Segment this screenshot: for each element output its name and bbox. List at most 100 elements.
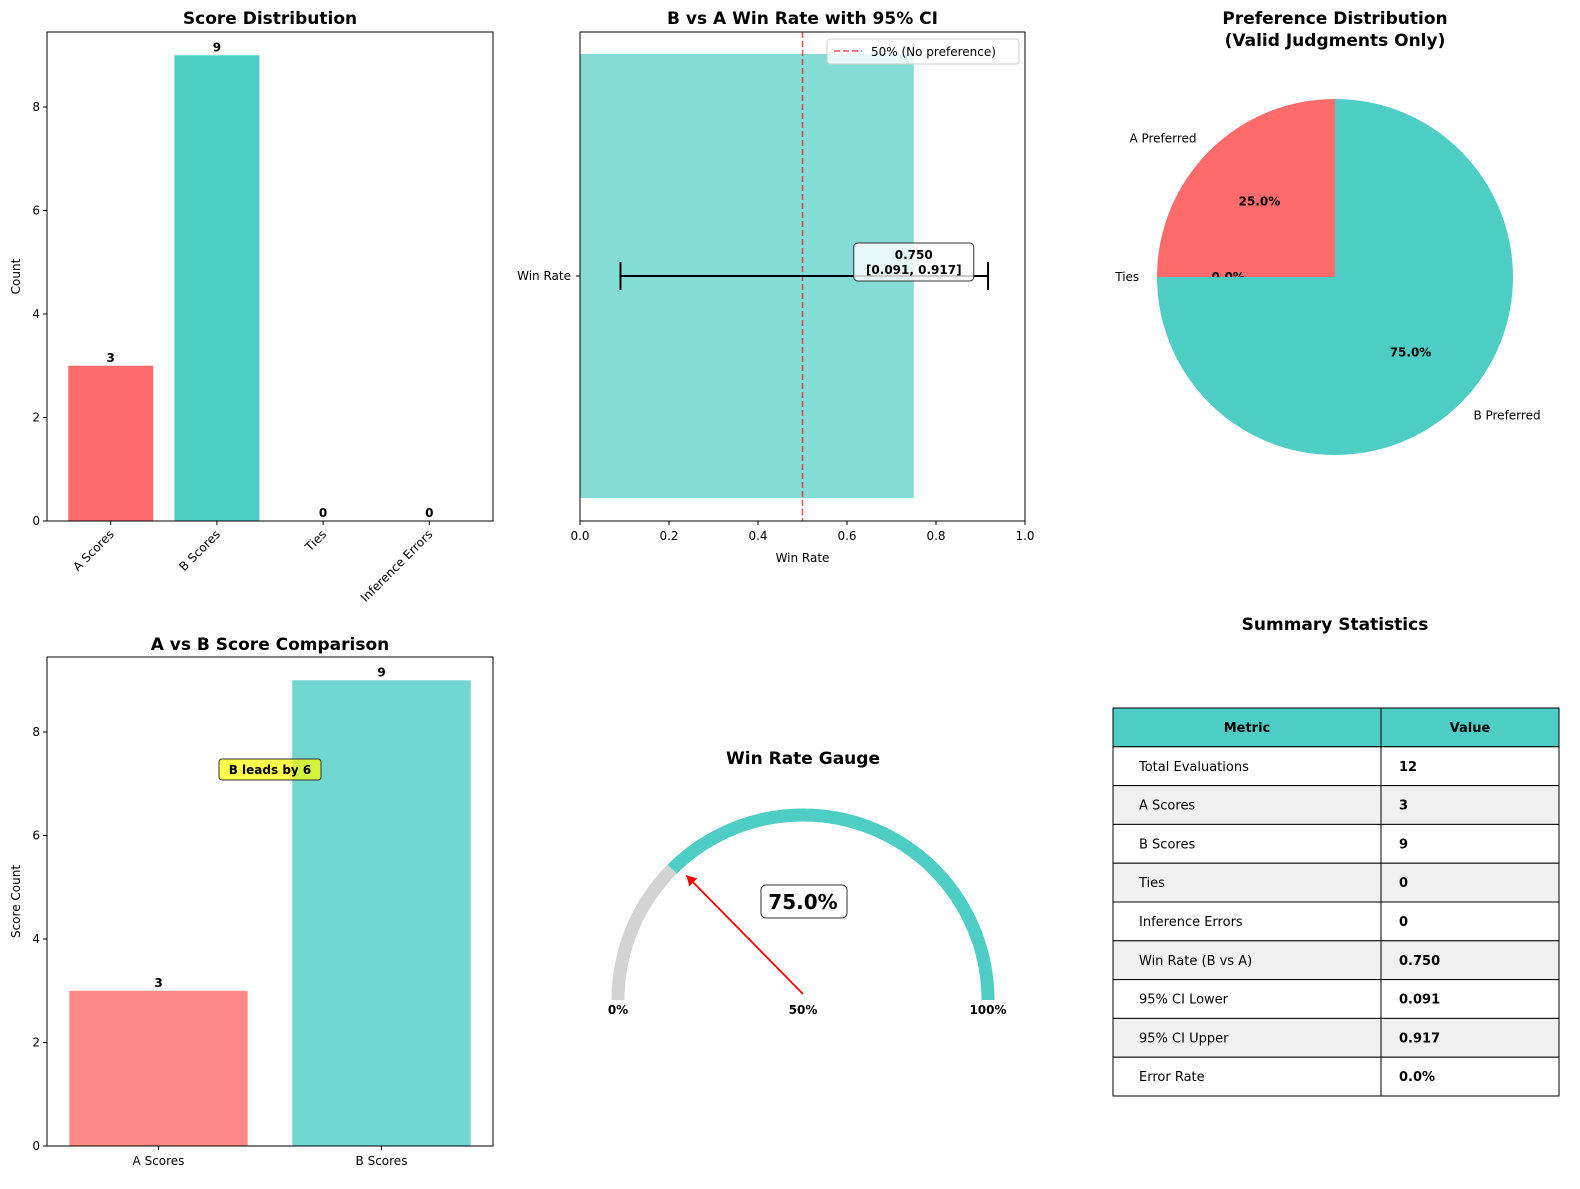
y-tick-label: 4 [32,932,40,946]
table-row-value: 3 [1399,799,1408,814]
y-tick-label: 6 [32,204,40,218]
bar-value-label: 0 [319,506,327,520]
table-row-metric-label: Inference Errors [1139,915,1243,930]
difference-annotation: B leads by 6 [229,763,312,777]
y-tick-label: 0 [32,1139,40,1153]
gauge-tick-label: 0% [608,1003,628,1017]
table-row-value: 0.091 [1399,993,1440,1008]
chart-subtitle: (Valid Judgments Only) [1225,31,1446,51]
table-row-value: 0.750 [1399,954,1440,969]
chart-title: B vs A Win Rate with 95% CI [667,9,938,29]
table-row-value: 0 [1399,915,1408,930]
table-cell-metric [1112,940,1382,981]
table-cell-metric [1112,785,1382,825]
table-row-value: 12 [1399,760,1417,775]
table-cell-value [1380,940,1560,981]
pie-label: Ties [1114,270,1139,284]
gauge-value-box [760,884,848,919]
table-row-value: 0.917 [1399,1031,1440,1046]
table-cell-metric [1112,901,1382,942]
bar-value-label: 3 [154,976,162,990]
axes-frame [579,31,1026,522]
x-tick-label: B Scores [356,1154,408,1168]
x-tick-label: 0.0 [570,529,589,543]
table-cell-value [1380,785,1560,825]
table-row-metric-label: B Scores [1139,837,1195,852]
table-row-metric-label: Ties [1138,876,1165,891]
gauge-value-label: 75.0% [768,890,837,914]
y-tick-label: 2 [32,411,40,425]
y-tick-label: 0 [32,514,40,528]
table-cell-metric [1112,823,1382,864]
y-axis-label: Score Count [9,865,23,938]
bar-b-scores [174,55,260,522]
table-row-value: 9 [1399,837,1408,852]
table-row-metric-label: Total Evaluations [1138,760,1249,775]
table-header-value: Value [1450,721,1491,736]
table-cell-value [1380,862,1560,903]
y-tick-label: 2 [32,1036,40,1050]
table-row-metric-label: A Scores [1139,799,1195,814]
bar-value-label: 9 [213,40,221,54]
pie-slice-b-preferred [1157,99,1513,455]
legend-box [826,38,1020,65]
x-tick-label: 1.0 [1015,529,1034,543]
table-cell-metric [1112,1056,1382,1097]
gauge-needle-arrowhead [686,875,698,887]
y-axis-label: Count [9,258,23,294]
bar-value-label: 0 [425,506,433,520]
chart-title: Score Distribution [183,9,357,29]
x-tick-label: A Scores [133,1154,185,1168]
x-tick-label: 0.8 [926,529,945,543]
table-row-metric-label: Error Rate [1139,1070,1205,1085]
pie-slice-a-preferred [1157,99,1335,277]
table-row-value: 0 [1399,876,1408,891]
table-cell-value [1380,746,1560,787]
annotation-value: 0.750 [895,248,933,262]
chart-title: Win Rate Gauge [726,749,880,769]
annotation-box [853,242,975,282]
y-tick-label: Win Rate [517,269,571,283]
table-title: Summary Statistics [1242,615,1429,635]
gauge-value-arc [667,808,995,1001]
table-row-metric-label: 95% CI Upper [1139,1031,1229,1046]
table-cell-value [1380,823,1560,864]
table-row-value: 0.0% [1399,1070,1435,1085]
bar-a-scores [68,365,154,521]
table-cell-metric [1112,979,1382,1019]
pie-pct-label: 25.0% [1239,194,1281,208]
gauge-needle [685,874,804,995]
chart-title: Preference Distribution [1222,9,1447,29]
x-tick-label: A Scores [70,527,117,574]
gauge-tick-label: 100% [969,1003,1006,1017]
table-cell-value [1380,1056,1560,1097]
bar-a-scores [69,990,248,1146]
x-tick-label: 0.2 [659,529,678,543]
chart-title: A vs B Score Comparison [151,635,390,655]
legend-label: 50% (No preference) [871,45,996,59]
table-cell-metric [1112,746,1382,787]
x-tick-label: 0.6 [837,529,856,543]
axes-frame [46,31,494,522]
table-cell-metric [1112,862,1382,903]
axes-frame [46,656,494,1147]
table-row-metric-label: Win Rate (B vs A) [1139,954,1252,969]
table-row-metric-label: 95% CI Lower [1139,993,1229,1008]
gauge-tick-label: 50% [789,1003,818,1017]
table-header-metric: Metric [1224,721,1271,736]
x-axis-label: Win Rate [776,551,830,565]
x-tick-label: Inference Errors [358,527,436,605]
y-tick-label: 8 [32,100,40,114]
bar-value-label: 3 [107,351,115,365]
gauge-background-arc [611,864,677,1001]
pie-pct-label: 75.0% [1390,346,1432,360]
bar-b-scores [292,680,471,1146]
pie-label: A Preferred [1129,132,1196,146]
annotation-ci: [0.091, 0.917] [866,263,962,277]
annotation-box [218,758,322,781]
table-header-row [1112,707,1560,748]
x-tick-label: 0.4 [748,529,767,543]
bar-value-label: 9 [377,665,385,679]
table-cell-value [1380,901,1560,942]
